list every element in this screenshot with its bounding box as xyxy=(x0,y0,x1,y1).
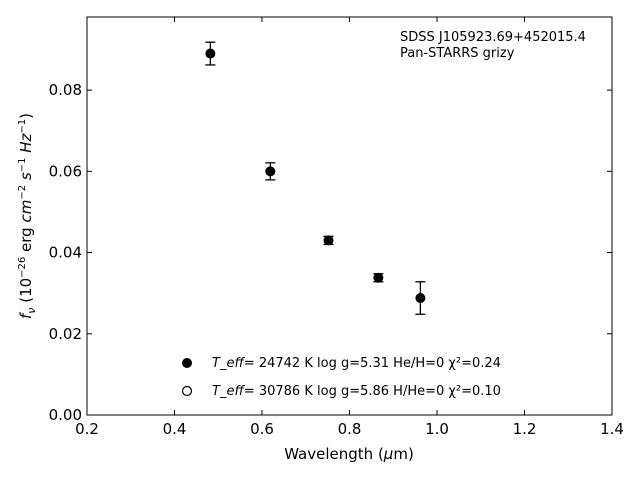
annotation-line-2: Pan-STARRS grizy xyxy=(400,46,515,61)
y-tick-label: 0.00 xyxy=(49,406,82,424)
y-tick-label: 0.06 xyxy=(49,162,82,180)
x-tick-label: 0.8 xyxy=(338,420,362,438)
x-axis-label: Wavelength (μm) xyxy=(284,445,414,463)
data-point xyxy=(373,272,384,283)
annotation-line-1: SDSS J105923.69+452015.4 xyxy=(400,30,586,45)
y-axis-label: fν (10−26 erg cm−2 s−1 Hz−1) xyxy=(17,113,38,319)
x-tick-label: 0.2 xyxy=(75,420,99,438)
legend-text-1: = 24742 K log g=5.31 He/H=0 χ²=0.24 xyxy=(244,356,501,371)
x-tick-label: 1.4 xyxy=(600,420,624,438)
y-tick-label: 0.08 xyxy=(49,81,82,99)
y-tick-label: 0.02 xyxy=(49,325,82,343)
legend-entry-2: T_eff= 30786 K log g=5.86 H/He=0 χ²=0.10 xyxy=(212,384,501,399)
x-tick-label: 0.4 xyxy=(163,420,187,438)
x-tick-label: 1.0 xyxy=(425,420,449,438)
legend-teff-2: T_eff xyxy=(212,384,245,399)
plot-area xyxy=(86,16,613,416)
legend: T_eff= 24742 K log g=5.31 He/H=0 χ²=0.24… xyxy=(181,356,501,399)
x-tick-label: 1.2 xyxy=(513,420,537,438)
data-point xyxy=(265,166,276,177)
legend-marker-open xyxy=(181,385,193,397)
data-point xyxy=(415,293,426,304)
legend-text-2: = 30786 K log g=5.86 H/He=0 χ²=0.10 xyxy=(244,384,501,399)
legend-entry-1: T_eff= 24742 K log g=5.31 He/H=0 χ²=0.24 xyxy=(212,356,501,371)
x-tick-label: 0.6 xyxy=(250,420,274,438)
data-point xyxy=(323,235,334,246)
legend-marker-filled xyxy=(182,358,192,368)
y-tick-label: 0.04 xyxy=(49,244,82,262)
data-point xyxy=(205,48,216,59)
legend-teff-1: T_eff xyxy=(212,356,245,371)
